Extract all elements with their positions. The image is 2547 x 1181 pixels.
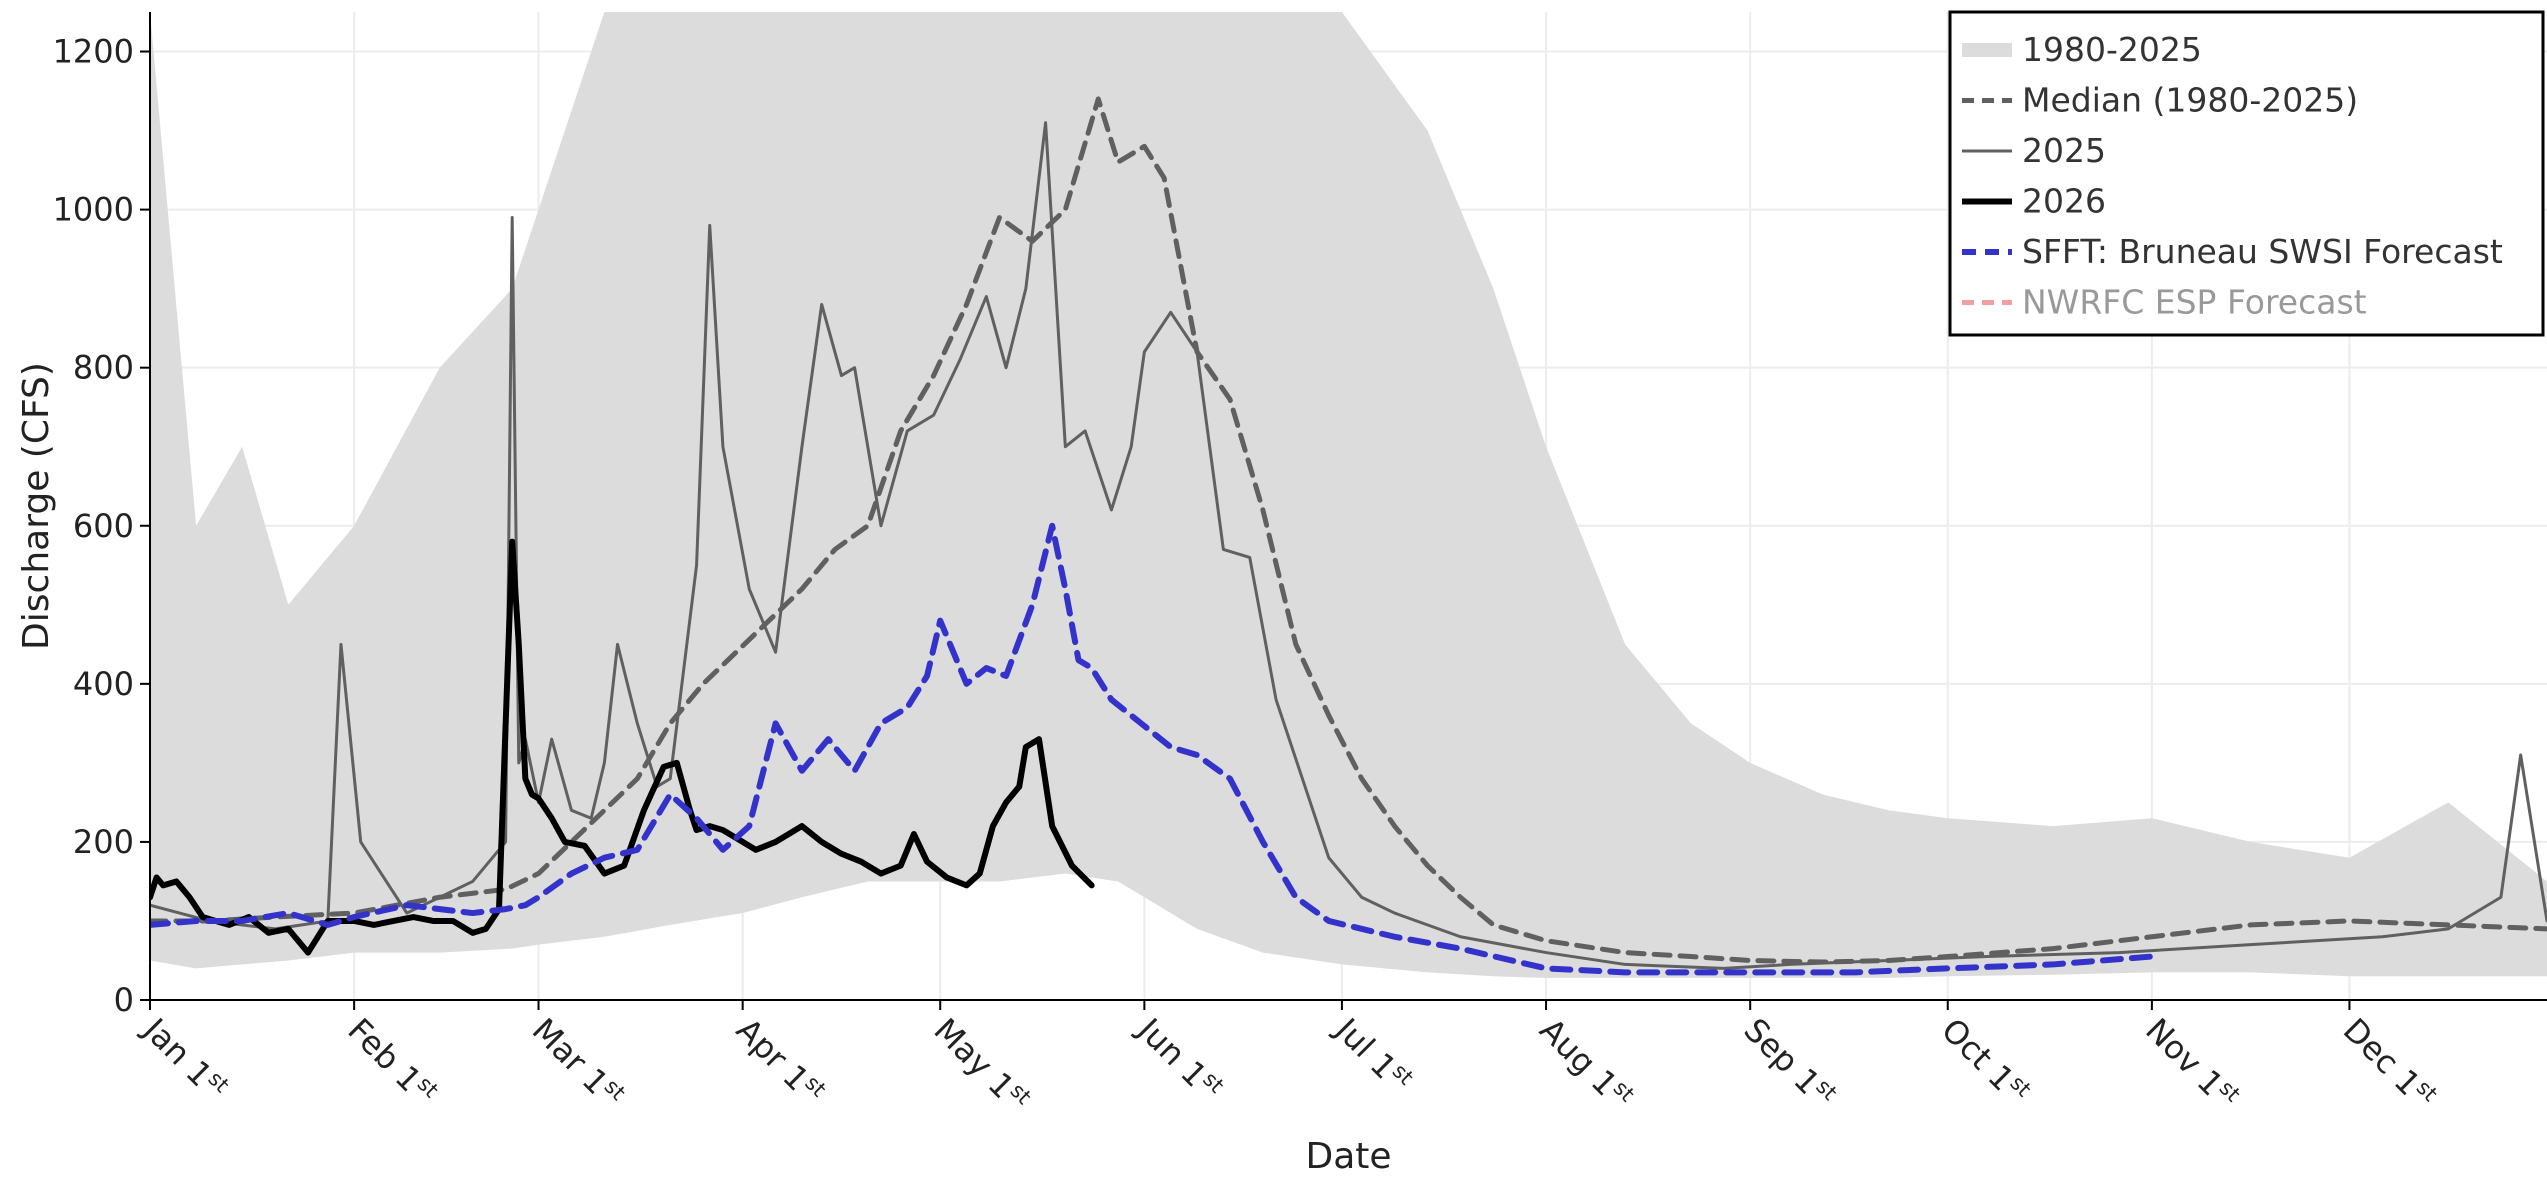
- x-tick-label: Nov 1st: [2138, 1010, 2245, 1117]
- y-tick-label: 800: [73, 349, 134, 387]
- legend-label: SFFT: Bruneau SWSI Forecast: [2022, 232, 2503, 271]
- range-band-1980-2025: [150, 12, 2547, 978]
- median-line: [150, 96, 2547, 965]
- legend-box: [1948, 10, 2545, 337]
- legend-label: Median (1980-2025): [2022, 81, 2358, 120]
- sfft-forecast-line: [150, 522, 2155, 976]
- x-tick-label: Feb 1st: [340, 1010, 443, 1113]
- plot-area: [150, 12, 2547, 978]
- x-tick-label: Jan 1st: [135, 1009, 234, 1108]
- x-tick-label: Aug 1st: [1532, 1010, 1639, 1117]
- x-tick-label: Jun 1st: [1129, 1009, 1229, 1109]
- x-tick-label: Sep 1st: [1737, 1010, 1842, 1115]
- legend-label: 2026: [2022, 182, 2106, 221]
- legend-label: 1980-2025: [2022, 30, 2202, 69]
- y-tick-label: 0: [114, 981, 134, 1019]
- x-tick-label: Mar 1st: [525, 1010, 630, 1115]
- legend-item-median: Median (1980-2025): [1962, 81, 2358, 120]
- x-tick-label-main: May 1: [927, 1011, 1022, 1106]
- legend-item-2026: 2026: [1962, 182, 2106, 221]
- legend-label: 2025: [2022, 131, 2106, 170]
- x-tick-label: Oct 1st: [1934, 1010, 2036, 1112]
- x-axis-title: Date: [1305, 1136, 1391, 1177]
- y-tick-label: 1200: [53, 33, 134, 71]
- y-tick-label: 600: [73, 507, 134, 545]
- legend-item-range: 1980-2025: [1962, 30, 2202, 69]
- y-tick-label: 400: [73, 665, 134, 703]
- legend-item-2025: 2025: [1962, 131, 2106, 170]
- legend-item-nwrfc: NWRFC ESP Forecast: [1962, 283, 2367, 322]
- y-tick-label: 200: [73, 823, 134, 861]
- legend-item-sfft: SFFT: Bruneau SWSI Forecast: [1962, 232, 2503, 271]
- legend: 1980-2025 Median (1980-2025) 2025 2026 SFFT:…: [1948, 10, 2545, 337]
- x-tick-label: Apr 1st: [729, 1010, 831, 1112]
- x-tick-label: Dec 1st: [2336, 1010, 2443, 1117]
- y-axis-title: Discharge (CFS): [16, 362, 57, 650]
- x-tick-label: May 1st: [927, 1010, 1037, 1120]
- y-tick-label: 1000: [53, 191, 134, 229]
- legend-label: NWRFC ESP Forecast: [2022, 283, 2367, 322]
- x-tick-label: Jul 1st: [1327, 1009, 1418, 1100]
